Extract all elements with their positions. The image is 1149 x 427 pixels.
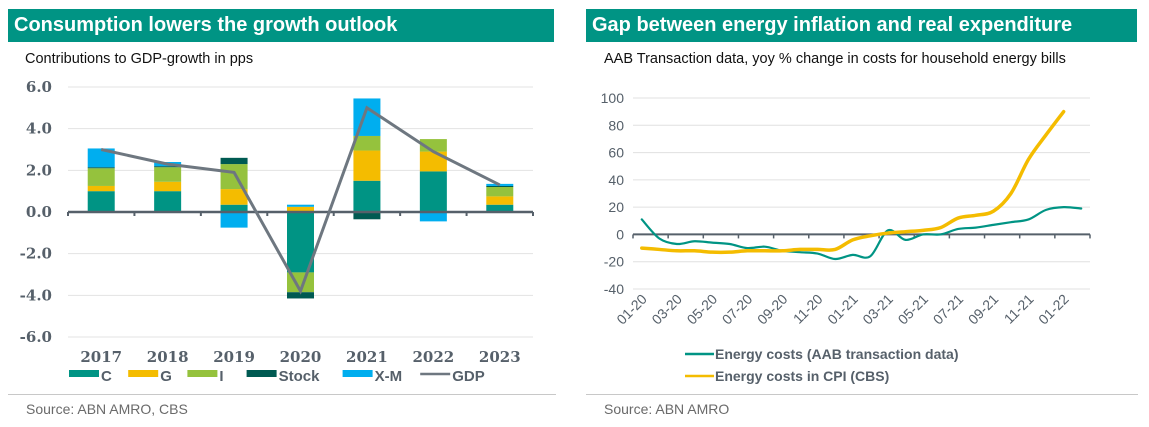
- x-tick-label: 01-22: [1035, 291, 1072, 328]
- bar-segment-i: [220, 164, 248, 190]
- aab-energy-costs-line: [640, 206, 1083, 261]
- bar-segment-stock: [486, 185, 514, 187]
- y-tick-label: -2.0: [20, 245, 52, 263]
- bar-segment-c: [154, 191, 182, 212]
- bar-segment-c: [220, 204, 248, 212]
- y-tick-label: 2.0: [26, 161, 52, 179]
- y-tick-label: 80: [608, 117, 624, 133]
- bar-segment-stock: [353, 212, 381, 220]
- chart-subtitle: AAB Transaction data, yoy % change in co…: [604, 51, 1066, 67]
- x-tick-label: 2021: [346, 348, 388, 366]
- x-tick-label: 2018: [147, 348, 189, 366]
- cpi-energy-costs-line: [640, 109, 1066, 255]
- bar-segment-g: [486, 196, 514, 205]
- x-tick-label: 2023: [479, 348, 521, 366]
- x-tick-label: 2019: [213, 348, 255, 366]
- y-tick-label: 60: [608, 145, 624, 161]
- chart-title: Gap between energy inflation and real ex…: [586, 9, 1137, 42]
- chart-source: Source: ABN AMRO: [604, 401, 730, 417]
- x-tick-label: 05-20: [684, 291, 721, 328]
- bar-segment-stock: [287, 292, 314, 299]
- energy-costs-panel: Gap between energy inflation and real ex…: [580, 0, 1149, 427]
- y-tick-label: -20: [604, 254, 624, 270]
- y-tick-label: 0.0: [26, 203, 52, 221]
- bar-segment-c: [419, 171, 447, 212]
- legend-swatch-g: [128, 370, 159, 377]
- chart-title: Consumption lowers the growth outlook: [8, 9, 554, 42]
- bar-segment-i: [154, 167, 182, 182]
- legend-label: Energy costs (AAB transaction data): [715, 346, 959, 362]
- bar-segment-g: [287, 206, 314, 212]
- legend-label: GDP: [452, 368, 485, 385]
- x-tick-label: 2017: [80, 348, 122, 366]
- bar-segment-i: [87, 168, 115, 186]
- bar-segment-c: [486, 204, 514, 212]
- chart-source: Source: ABN AMRO, CBS: [26, 401, 188, 417]
- x-tick-label: 11-20: [790, 291, 826, 327]
- legend-swatch-c: [69, 370, 99, 377]
- x-tick-label: 01-21: [824, 291, 861, 328]
- bar-segment-stock: [220, 157, 248, 165]
- legend-label: Energy costs in CPI (CBS): [715, 368, 889, 384]
- y-tick-label: 20: [608, 199, 624, 215]
- y-tick-label: 40: [608, 172, 624, 188]
- x-tick-label: 2022: [412, 348, 454, 366]
- chart-subtitle: Contributions to GDP-growth in pps: [25, 51, 254, 67]
- bar-segment-c: [87, 191, 115, 212]
- divider: [8, 394, 556, 395]
- bar-segment-g: [220, 189, 248, 205]
- y-tick-label: 6.0: [26, 78, 52, 96]
- x-tick-label: 07-21: [930, 291, 967, 328]
- bar-segment-xm: [87, 148, 115, 168]
- gdp-contributions-chart: 6.0 4.0 2.0 0.0 -2.0 -4.0 -6.0 2017 2018 2019 2020…: [20, 78, 534, 385]
- legend-label: G: [160, 368, 172, 385]
- bar-segment-stock: [154, 166, 182, 168]
- bar-segment-xm: [287, 204, 314, 207]
- x-tick-label: 03-21: [859, 291, 896, 328]
- divider: [586, 394, 1138, 395]
- gdp-line: [100, 105, 501, 295]
- x-tick-label: 09-21: [965, 291, 1002, 328]
- legend-label: Stock: [279, 368, 321, 385]
- x-tick-label: 2020: [280, 348, 322, 366]
- bar-segment-xm: [220, 212, 248, 228]
- x-tick-label: 07-20: [719, 291, 756, 328]
- legend-swatch-xm: [342, 370, 373, 377]
- bar-segment-g: [154, 181, 182, 192]
- bar-segment-i: [353, 135, 381, 151]
- x-tick-label: 03-20: [648, 291, 685, 328]
- x-tick-label: 11-21: [1001, 291, 1037, 327]
- bar-segment-stock: [87, 167, 115, 169]
- legend-swatch-i: [187, 370, 218, 377]
- x-tick-label: 09-20: [754, 291, 791, 328]
- bar-segment-g: [87, 185, 115, 192]
- y-tick-label: 100: [601, 90, 625, 106]
- legend-label: C: [101, 368, 112, 385]
- energy-costs-chart: 100806040200-20-4001-2003-2005-2007-2009…: [601, 90, 1091, 384]
- y-tick-label: -4.0: [20, 286, 52, 304]
- bar-segment-g: [353, 150, 381, 181]
- legend-label: I: [219, 368, 223, 385]
- legend-swatch-stock: [246, 370, 277, 377]
- bar-segment-g: [419, 151, 447, 172]
- x-tick-label: 05-21: [895, 291, 932, 328]
- legend-label: X-M: [375, 368, 403, 385]
- y-tick-label: 0: [616, 226, 624, 242]
- bar-segment-xm: [419, 212, 447, 222]
- y-tick-label: -6.0: [20, 328, 52, 346]
- y-tick-label: 4.0: [26, 120, 52, 138]
- bar-segment-c: [353, 180, 381, 212]
- gdp-contributions-panel: Consumption lowers the growth outlook Co…: [0, 0, 560, 427]
- bar-segment-i: [486, 187, 514, 197]
- y-tick-label: -40: [604, 281, 624, 297]
